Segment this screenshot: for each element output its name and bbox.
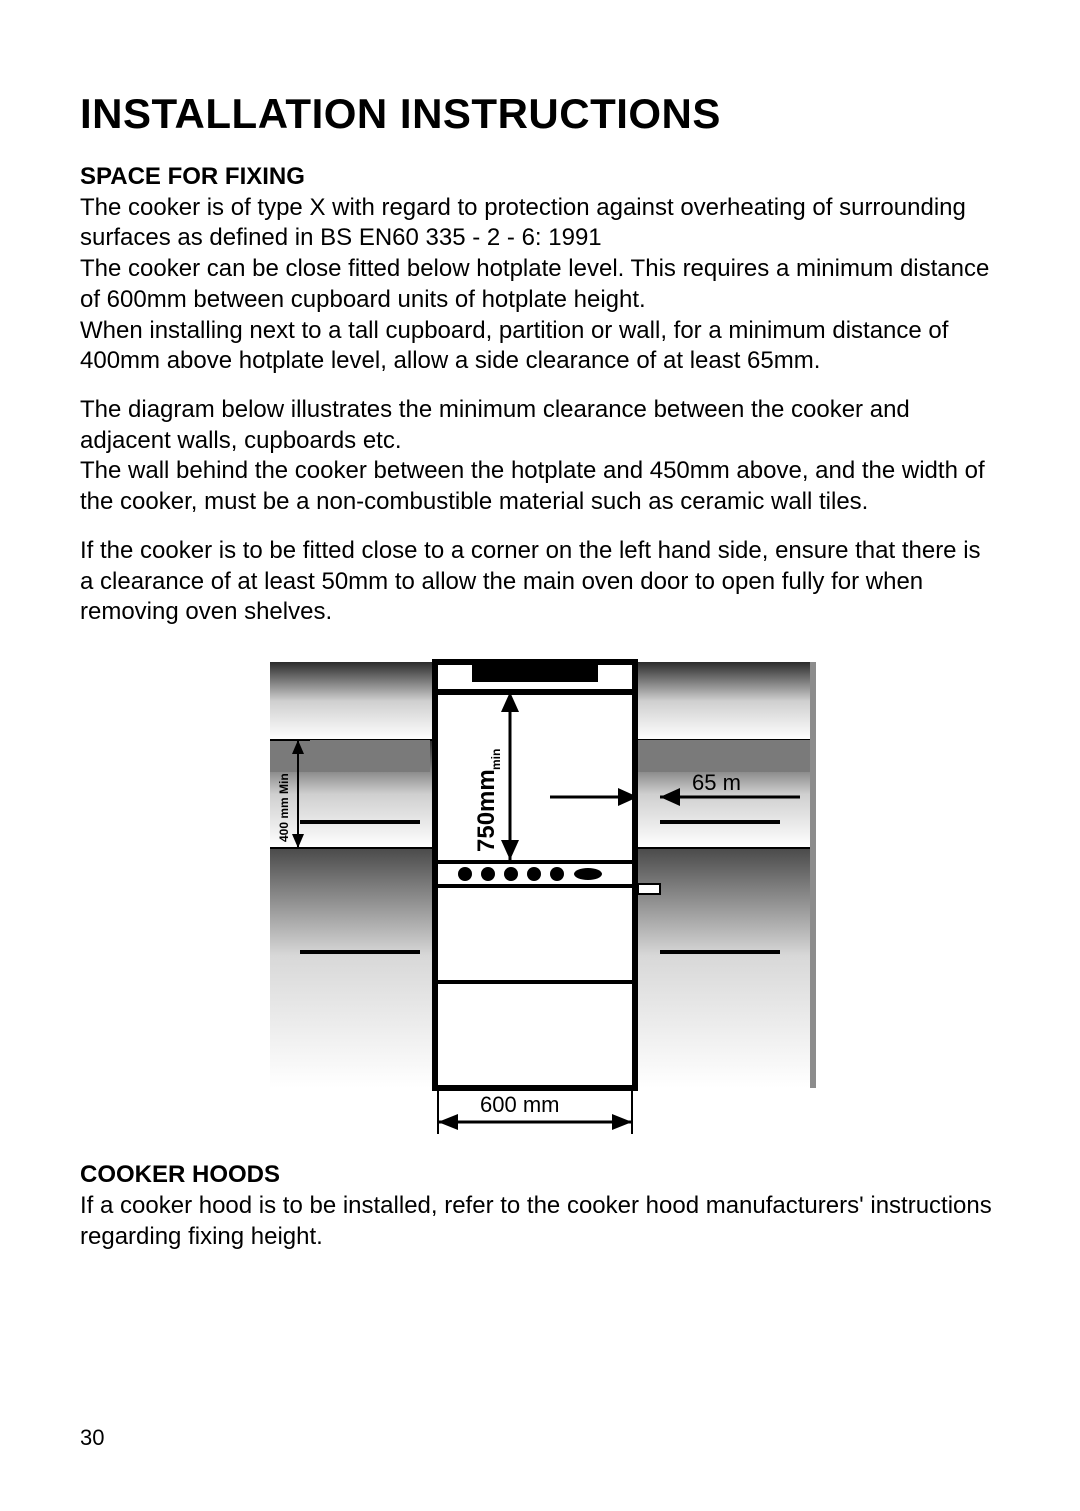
para-hoods: If a cooker hood is to be installed, ref… bbox=[80, 1192, 992, 1250]
para-6: If the cooker is to be fitted close to a… bbox=[80, 537, 981, 625]
para-3: When installing next to a tall cupboard,… bbox=[80, 317, 948, 375]
para-4: The diagram below illustrates the minimu… bbox=[80, 396, 910, 454]
page-title: INSTALLATION INSTRUCTIONS bbox=[80, 90, 1000, 138]
clearance-diagram: 400 mm Min 750mm min 65 m bbox=[240, 652, 840, 1152]
label-750mm-sub: min bbox=[489, 749, 503, 770]
label-750mm: 750mm bbox=[473, 769, 500, 852]
para-5: The wall behind the cooker between the h… bbox=[80, 457, 985, 515]
para-1: The cooker is of type X with regard to p… bbox=[80, 194, 966, 252]
section-heading-2: COOKER HOODS bbox=[80, 1161, 280, 1188]
section-heading-1: SPACE FOR FIXING bbox=[80, 163, 305, 190]
para-2: The cooker can be close fitted below hot… bbox=[80, 255, 989, 313]
dim-600mm: 600 mm bbox=[438, 1090, 632, 1134]
label-600mm: 600 mm bbox=[480, 1092, 559, 1117]
page-number: 30 bbox=[80, 1425, 104, 1451]
label-65m: 65 m bbox=[692, 770, 741, 795]
label-400mm: 400 mm Min bbox=[277, 773, 291, 842]
